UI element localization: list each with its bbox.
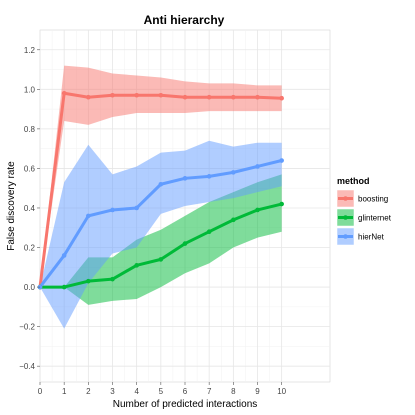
x-tick-label: 2 [86, 387, 91, 396]
point-hierNet [279, 158, 284, 163]
point-glinternet [158, 257, 164, 262]
x-tick-label: 5 [159, 387, 164, 396]
point-glinternet [110, 276, 115, 282]
band-hierNet [40, 140, 282, 329]
legend-point-boosting [343, 196, 348, 201]
point-boosting [158, 92, 164, 98]
point-boosting [86, 94, 91, 100]
point-hierNet [110, 207, 115, 213]
x-axis-label: Number of predicted interactions [113, 399, 258, 410]
confidence-bands [40, 65, 282, 329]
x-tick-label: 3 [110, 387, 115, 396]
point-hierNet [231, 170, 236, 175]
point-glinternet [134, 263, 139, 268]
y-tick-label: 1.0 [24, 85, 36, 94]
legend: boosting glinternet hierNet [336, 189, 392, 246]
point-hierNet [86, 213, 91, 219]
point-glinternet [279, 201, 284, 207]
point-boosting [231, 94, 236, 100]
point-boosting [61, 90, 67, 96]
legend-title: method [337, 176, 370, 186]
band-boosting [40, 65, 282, 288]
point-boosting [110, 92, 115, 98]
y-tick-label: −0.2 [19, 323, 35, 332]
x-tick-label: 4 [134, 387, 139, 396]
x-tick-label: 0 [38, 387, 43, 396]
point-boosting [134, 92, 139, 98]
band-glinternet [40, 174, 282, 305]
legend-point-hierNet [343, 234, 348, 239]
point-hierNet [61, 253, 67, 258]
x-tick-label: 7 [207, 387, 212, 396]
point-hierNet [134, 205, 139, 211]
legend-label-hierNet: hierNet [358, 233, 385, 242]
point-boosting [206, 94, 212, 100]
x-axis: 0 1 2 3 4 5 6 7 8 9 10 [38, 382, 287, 396]
y-axis-label: False discovery rate [6, 161, 17, 251]
legend-point-glinternet [343, 215, 348, 220]
y-tick-label: 0.0 [24, 283, 36, 292]
y-axis: −0.4 −0.2 0.0 0.2 0.4 0.6 0.8 1.0 1.2 [19, 46, 40, 371]
y-tick-label: 1.2 [24, 46, 36, 55]
point-glinternet [182, 241, 188, 246]
point-hierNet [158, 181, 164, 187]
legend-label-glinternet: glinternet [358, 214, 392, 223]
point-boosting [255, 94, 260, 100]
y-tick-label: 0.2 [24, 244, 36, 253]
x-tick-label: 1 [62, 387, 67, 396]
point-glinternet [86, 278, 91, 284]
point-glinternet [231, 217, 236, 223]
y-tick-label: −0.4 [19, 362, 35, 371]
chart-title: Anti hierarchy [144, 13, 225, 27]
point-glinternet [206, 229, 212, 235]
point-hierNet [206, 174, 212, 179]
point-boosting [182, 94, 188, 100]
x-tick-label: 10 [277, 387, 286, 396]
point-glinternet [255, 207, 260, 213]
point-hierNet [182, 176, 188, 181]
y-tick-label: 0.6 [24, 164, 36, 173]
point-glinternet [61, 284, 67, 290]
y-tick-label: 0.8 [24, 125, 36, 134]
x-tick-label: 9 [255, 387, 260, 396]
point-hierNet [255, 164, 260, 169]
y-tick-label: 0.4 [24, 204, 36, 213]
point-boosting [279, 95, 284, 101]
x-tick-label: 6 [183, 387, 188, 396]
legend-label-boosting: boosting [358, 195, 388, 204]
x-tick-label: 8 [231, 387, 236, 396]
